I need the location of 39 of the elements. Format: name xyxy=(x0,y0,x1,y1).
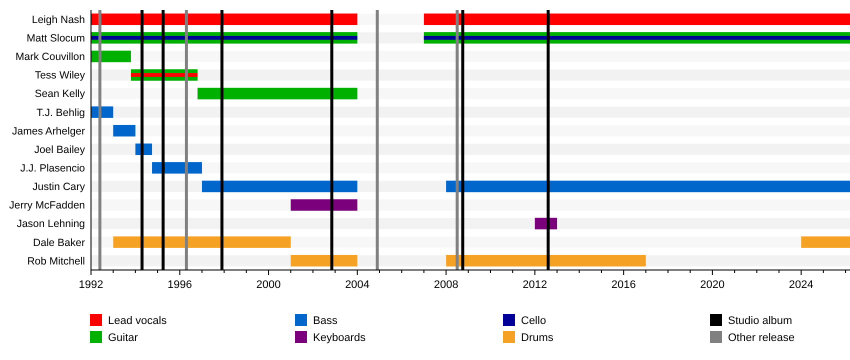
y-tick-label: J.J. Plasencio xyxy=(20,162,86,175)
y-tick-label: T.J. Behlig xyxy=(36,106,86,119)
bar xyxy=(446,254,646,266)
legend-label: Bass xyxy=(313,314,338,327)
y-tick-label: Jason Lehning xyxy=(16,218,86,230)
x-tick-label: 2024 xyxy=(788,279,814,291)
x-tick-label: 2008 xyxy=(434,279,458,291)
y-tick-label: Jerry McFadden xyxy=(9,200,86,212)
y-tick-label: James Arhelger xyxy=(12,125,86,138)
bar xyxy=(91,50,131,62)
legend-label: Guitar xyxy=(108,332,138,344)
legend-label: Studio album xyxy=(728,314,792,327)
x-tick-label: 2020 xyxy=(700,279,725,291)
bar xyxy=(113,124,136,136)
x-tick-label: 1996 xyxy=(168,279,192,291)
bar xyxy=(290,199,358,211)
legend-label: Other release xyxy=(728,332,795,344)
y-tick-label: Mark Couvillon xyxy=(16,51,86,64)
y-tick-label: Dale Baker xyxy=(33,236,86,249)
bar xyxy=(198,88,358,100)
y-tick-label: Leigh Nash xyxy=(32,14,86,26)
x-tick-label: 2012 xyxy=(522,279,548,291)
x-tick-label: 2000 xyxy=(256,279,281,291)
x-tick-label: 2016 xyxy=(611,279,636,291)
legend-label: Keyboards xyxy=(313,332,366,344)
legend-label: Cello xyxy=(521,314,546,327)
y-tick-label: Matt Slocum xyxy=(26,32,86,45)
legend-label: Drums xyxy=(521,332,554,344)
bar xyxy=(290,254,358,266)
y-tick-label: Justin Cary xyxy=(32,181,86,194)
y-tick-label: Rob Mitchell xyxy=(27,255,85,268)
y-tick-label: Tess Wiley xyxy=(34,70,86,82)
x-tick-label: 1992 xyxy=(78,279,104,291)
y-tick-label: Sean Kelly xyxy=(34,88,86,100)
y-tick-label: Joel Bailey xyxy=(34,144,86,156)
x-tick-label: 2004 xyxy=(345,279,370,291)
bar xyxy=(113,236,291,248)
legend-label: Lead vocals xyxy=(108,314,168,327)
bar xyxy=(801,236,850,248)
